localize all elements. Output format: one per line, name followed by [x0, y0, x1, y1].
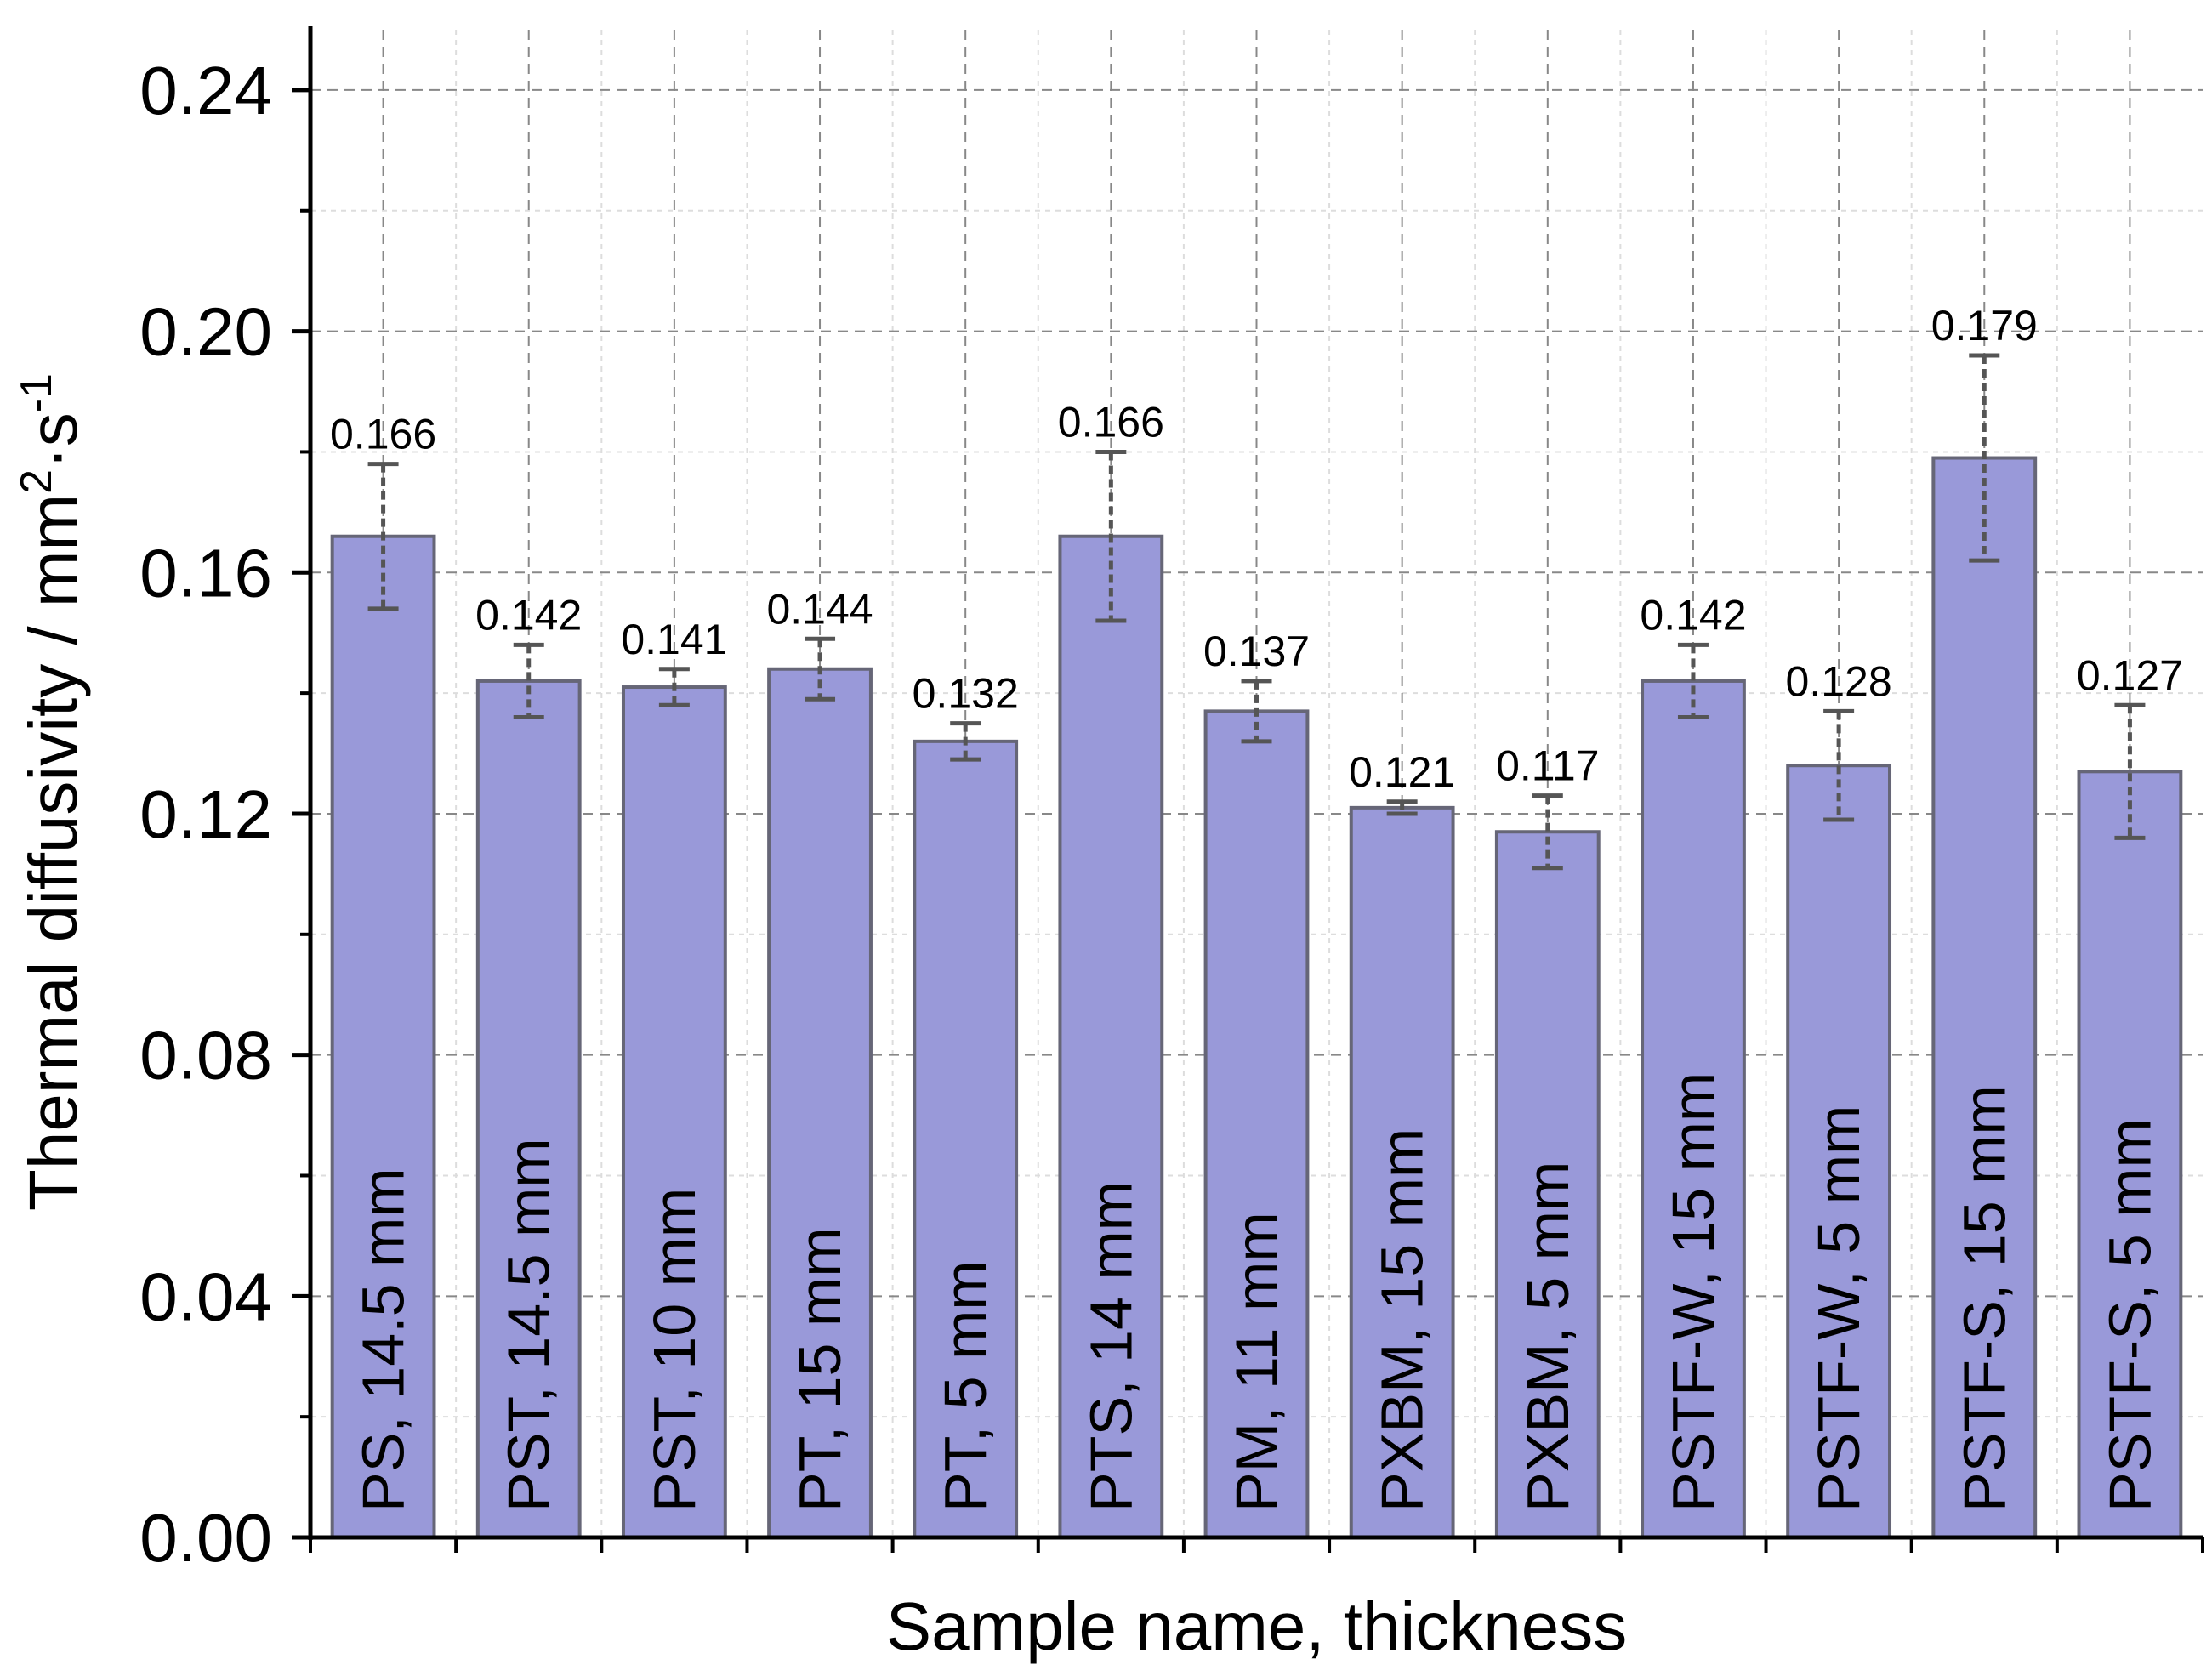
bar-category-label: PXBM, 15 mm [1369, 1128, 1436, 1512]
y-axis-title: Thermal diffusivity / mm2·s-1 [12, 373, 91, 1211]
labels: 0.166 PS, 14.5 mm 0.142 PST, 14.5 mm 0.141 PS… [330, 302, 2183, 1512]
bars [330, 353, 2183, 1539]
y-tick-label: 0.20 [139, 294, 272, 370]
y-tick-label: 0.00 [139, 1500, 272, 1576]
y-tick-label: 0.04 [139, 1258, 272, 1334]
value-label: 0.117 [1496, 742, 1599, 790]
value-label: 0.132 [913, 670, 1019, 718]
value-label: 0.166 [330, 411, 436, 458]
bar-category-label: PSTF-W, 5 mm [1805, 1105, 1872, 1512]
bar-category-label: PSTF-S, 15 mm [1951, 1085, 2017, 1512]
value-label: 0.179 [1931, 302, 2038, 349]
y-axis-title-sup1: 2 [12, 469, 61, 494]
y-tick-label: 0.16 [139, 535, 272, 611]
bar-category-label: PSTF-W, 15 mm [1660, 1072, 1726, 1512]
y-tick-label: 0.24 [139, 53, 272, 128]
value-label: 0.144 [766, 585, 873, 633]
bar-category-label: PSTF-S, 5 mm [2096, 1118, 2163, 1512]
value-label: 0.127 [2077, 651, 2183, 699]
y-tick-label: 0.08 [139, 1018, 272, 1094]
bar [1931, 456, 2038, 1539]
bar-category-label: PST, 10 mm [641, 1188, 708, 1512]
bar-category-label: PM, 11 mm [1224, 1212, 1290, 1512]
y-axis-title-text: Thermal diffusivity / mm [15, 494, 91, 1211]
bar-category-label: PTS, 14 mm [1078, 1181, 1144, 1512]
value-label: 0.137 [1203, 628, 1310, 675]
value-label: 0.121 [1349, 748, 1455, 796]
axes: 0.00 0.04 0.08 0.12 0.16 0.20 0.24 [139, 26, 2204, 1576]
bar-category-label: PST, 14.5 mm [496, 1138, 562, 1512]
value-label: 0.142 [1640, 591, 1746, 639]
bar-category-label: PT, 5 mm [932, 1260, 998, 1512]
value-label: 0.166 [1058, 398, 1164, 446]
value-label: 0.128 [1786, 657, 1892, 705]
bar [2077, 770, 2183, 1539]
bar [621, 685, 727, 1539]
value-label: 0.142 [475, 591, 582, 639]
bar-category-label: PT, 15 mm [787, 1227, 853, 1512]
bar [767, 667, 873, 1539]
y-axis-title-sup2: -1 [12, 373, 61, 412]
bar [475, 679, 582, 1539]
value-label: 0.141 [621, 616, 727, 663]
y-axis-title-mid: ·s [15, 412, 91, 469]
bar [1349, 805, 1455, 1539]
x-axis-title: Sample name, thickness [886, 1588, 1628, 1664]
bar-category-label: PS, 14.5 mm [350, 1168, 417, 1512]
y-tick-label: 0.12 [139, 776, 272, 852]
bar [913, 739, 1019, 1539]
bar-category-label: PXBM, 5 mm [1515, 1162, 1581, 1512]
bar [1058, 534, 1164, 1539]
bar [330, 534, 436, 1539]
